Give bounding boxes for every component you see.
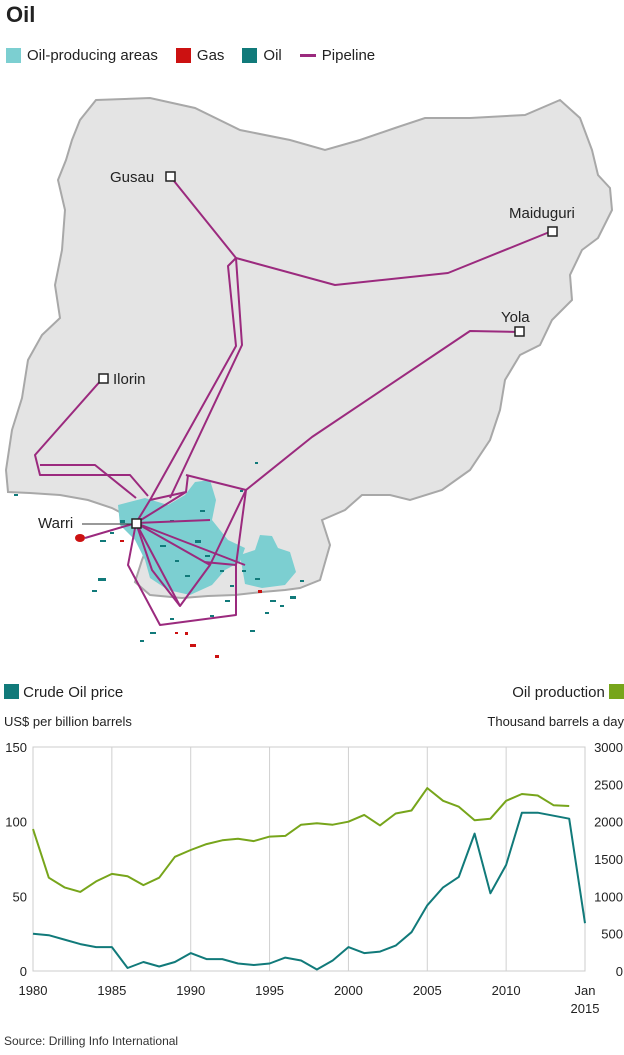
y-left-tick-label: 100 xyxy=(5,815,27,830)
legend-label-gas: Gas xyxy=(196,46,225,64)
plot-frame xyxy=(32,746,586,972)
chart-left-subtitle: US$ per billion barrels xyxy=(4,714,132,729)
production-swatch-icon xyxy=(609,684,624,699)
y-left-tick-label: 0 xyxy=(20,964,27,979)
legend-item-pipeline: Pipeline xyxy=(299,46,376,64)
production-series-line xyxy=(32,787,570,893)
city-labels: Gusau Maiduguri Yola Ilorin Warri xyxy=(38,169,575,532)
y-right-tick-label: 3000 xyxy=(594,740,623,755)
price-series-line xyxy=(32,811,586,971)
x-tick-label: 2005 xyxy=(413,983,442,998)
city-label-ilorin: Ilorin xyxy=(113,371,146,388)
x-tick-label: 2000 xyxy=(334,983,363,998)
y-right-tick-label: 2500 xyxy=(594,777,623,792)
x-tick-label: 1980 xyxy=(19,983,48,998)
source-note: Source: Drilling Info International xyxy=(4,1034,179,1048)
oil-field-specks xyxy=(14,462,304,642)
price-swatch-icon xyxy=(4,684,19,699)
city-markers xyxy=(82,171,558,529)
x-tick-label: 1985 xyxy=(97,983,126,998)
city-marker-warri xyxy=(131,518,142,529)
y-right-tick-label: 0 xyxy=(616,964,623,979)
city-marker-yola xyxy=(514,326,525,337)
legend-item-oil: Oil xyxy=(242,46,282,64)
city-label-gusau: Gusau xyxy=(110,169,154,186)
oil-chart: 1980 1985 1990 1995 2000 2005 2010 Jan 2015 0 50 10… xyxy=(5,740,623,1016)
oil-swatch-icon xyxy=(242,47,258,63)
legend-item-gas: Gas xyxy=(175,46,225,64)
y-right-tick-label: 1500 xyxy=(594,852,623,867)
legend-label-pipeline: Pipeline xyxy=(321,46,376,64)
x-tick-label: 1990 xyxy=(176,983,205,998)
y-right-tick-label: 500 xyxy=(601,927,623,942)
nigeria-landmass xyxy=(4,96,614,600)
city-marker-ilorin xyxy=(98,373,109,384)
chart-left-label: Crude Oil price xyxy=(23,684,124,701)
chart-left-header: Crude Oil price xyxy=(4,684,123,701)
y-right-tick-label: 2000 xyxy=(594,815,623,830)
map-legend: Oil-producing areas Gas Oil Pipeline xyxy=(6,44,393,66)
gas-swatch-icon xyxy=(175,47,191,63)
x-tick-label: 2010 xyxy=(492,983,521,998)
chart-right-subtitle: Thousand barrels a day xyxy=(487,714,624,729)
legend-label-oil: Oil xyxy=(263,46,282,64)
chart-right-label: Oil production xyxy=(512,684,605,701)
legend-label-areas: Oil-producing areas xyxy=(27,46,158,64)
city-marker-maiduguri xyxy=(547,226,558,237)
pipeline-swatch-icon xyxy=(299,53,316,57)
page-title: Oil xyxy=(6,2,36,27)
city-label-yola: Yola xyxy=(501,309,530,326)
city-marker-gusau xyxy=(165,171,176,182)
city-label-maiduguri: Maiduguri xyxy=(509,205,575,222)
y-left-tick-label: 50 xyxy=(13,889,27,904)
legend-item-areas: Oil-producing areas xyxy=(6,47,158,64)
chart-right-header: Oil production xyxy=(512,684,624,701)
area-swatch-icon xyxy=(6,47,21,63)
city-label-warri: Warri xyxy=(38,515,73,532)
nigeria-map: Gusau Maiduguri Yola Ilorin Warri xyxy=(4,96,614,658)
x-tick-label: 1995 xyxy=(255,983,284,998)
y-right-tick-label: 1000 xyxy=(594,889,623,904)
y-left-tick-label: 150 xyxy=(5,740,27,755)
pipelines xyxy=(34,175,553,626)
gas-field-specks xyxy=(75,534,262,658)
x-tick-label: Jan 2015 xyxy=(571,983,600,1016)
